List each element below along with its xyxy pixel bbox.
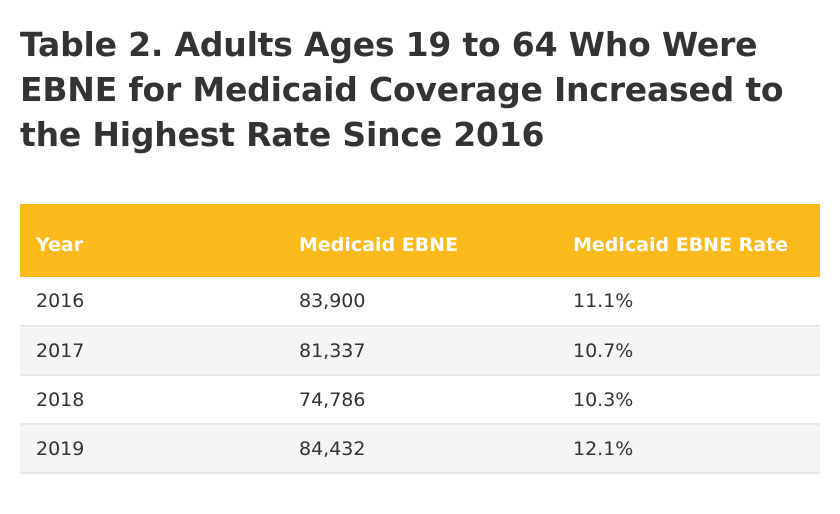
cell-medicaid-ebne-rate: 11.1% — [557, 277, 820, 326]
cell-medicaid-ebne-rate: 10.7% — [557, 326, 820, 375]
header-year: Year — [20, 204, 283, 277]
cell-medicaid-ebne: 74,786 — [283, 375, 557, 424]
table-row: 2016 83,900 11.1% — [20, 277, 820, 326]
header-medicaid-ebne: Medicaid EBNE — [283, 204, 557, 277]
table-row: 2017 81,337 10.7% — [20, 326, 820, 375]
table-row: 2018 74,786 10.3% — [20, 375, 820, 424]
cell-year: 2017 — [20, 326, 283, 375]
cell-year: 2016 — [20, 277, 283, 326]
table-header-row: Year Medicaid EBNE Medicaid EBNE Rate — [20, 204, 820, 277]
header-medicaid-ebne-rate: Medicaid EBNE Rate — [557, 204, 820, 277]
cell-year: 2018 — [20, 375, 283, 424]
cell-medicaid-ebne: 83,900 — [283, 277, 557, 326]
cell-medicaid-ebne-rate: 10.3% — [557, 375, 820, 424]
cell-year: 2019 — [20, 424, 283, 473]
table-title: Table 2. Adults Ages 19 to 64 Who Were E… — [20, 25, 784, 154]
cell-medicaid-ebne-rate: 12.1% — [557, 424, 820, 473]
data-table: Year Medicaid EBNE Medicaid EBNE Rate 20… — [20, 204, 820, 474]
table-row: 2019 84,432 12.1% — [20, 424, 820, 473]
cell-medicaid-ebne: 84,432 — [283, 424, 557, 473]
cell-medicaid-ebne: 81,337 — [283, 326, 557, 375]
